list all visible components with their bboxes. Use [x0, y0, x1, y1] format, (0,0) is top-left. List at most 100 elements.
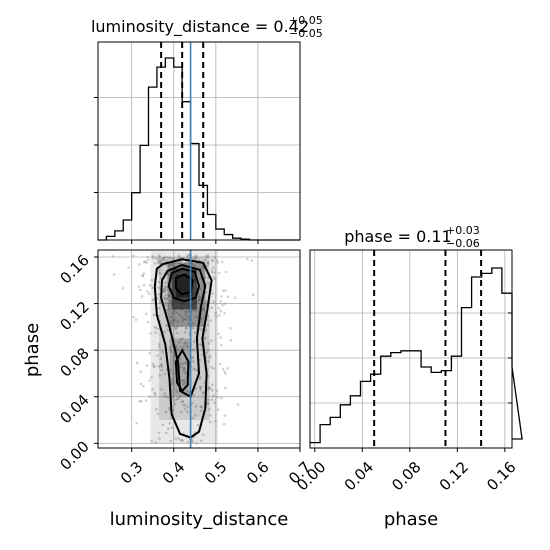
- sample-point: [222, 422, 226, 426]
- panel-joint: 0.3 0.4 0.5 0.6 0.70.000.040.080.120.16 lumi…: [22, 249, 315, 530]
- sample-point: [180, 400, 184, 404]
- sample-point: [167, 294, 170, 297]
- sample-point: [158, 345, 161, 349]
- sample-point: [171, 371, 175, 375]
- sample-point: [159, 259, 163, 263]
- density-2d: [150, 251, 218, 444]
- sample-point: [209, 387, 212, 390]
- sample-point: [165, 324, 168, 327]
- sample-point: [163, 330, 166, 334]
- sample-point: [217, 306, 221, 310]
- sample-point: [161, 423, 165, 427]
- sample-point: [181, 400, 185, 403]
- sample-point: [186, 254, 189, 258]
- sample-point: [132, 315, 135, 319]
- sample-point: [199, 388, 202, 391]
- sample-point: [211, 259, 214, 263]
- sample-point: [142, 283, 146, 287]
- sample-point: [213, 271, 217, 274]
- sample-point: [165, 431, 168, 435]
- y-axis-title-phase: phase: [22, 323, 43, 377]
- sample-point: [141, 274, 145, 278]
- sample-point: [174, 398, 177, 402]
- x-tick-label: 0.16: [483, 458, 519, 494]
- sample-point: [171, 312, 174, 315]
- sample-point: [174, 437, 177, 440]
- sample-point: [153, 391, 157, 395]
- sample-point: [211, 394, 215, 397]
- sample-point: [204, 328, 208, 332]
- sample-point: [182, 366, 186, 370]
- sample-point: [135, 421, 138, 425]
- sample-point: [153, 393, 157, 397]
- sample-point: [223, 414, 227, 417]
- sample-point: [158, 268, 161, 272]
- sample-point: [139, 399, 143, 403]
- x-tick-label: 0.08: [388, 458, 424, 494]
- sample-point: [210, 339, 213, 343]
- panel-title-phase-plus: +0.03: [446, 224, 480, 237]
- sample-point: [164, 281, 168, 285]
- sample-point: [203, 258, 207, 262]
- sample-point: [177, 254, 181, 258]
- sample-point: [170, 426, 174, 430]
- sample-point: [184, 310, 187, 313]
- frame-phase-marginal: [309, 249, 513, 449]
- sample-point: [163, 298, 167, 302]
- sample-point: [207, 360, 211, 363]
- sample-point: [170, 263, 174, 267]
- sample-point: [210, 269, 214, 272]
- sample-point: [181, 439, 184, 442]
- sample-point: [159, 300, 162, 304]
- sample-point: [154, 326, 158, 330]
- sample-point: [187, 318, 191, 321]
- frame-luminosity-distance-marginal: [97, 41, 301, 241]
- sample-point: [199, 386, 202, 389]
- sample-point: [224, 270, 228, 274]
- sample-point: [220, 344, 223, 347]
- sample-point: [157, 286, 160, 290]
- sample-point: [138, 263, 141, 266]
- sample-point: [193, 255, 197, 259]
- sample-point: [156, 257, 160, 260]
- sample-point: [246, 257, 249, 261]
- sample-point: [160, 364, 163, 367]
- sample-point: [211, 258, 214, 262]
- sample-point: [207, 262, 210, 266]
- sample-point: [181, 362, 185, 365]
- sample-point: [170, 319, 173, 323]
- sample-point: [182, 367, 186, 371]
- sample-point: [185, 326, 188, 330]
- sample-point: [209, 319, 212, 323]
- sample-point: [142, 272, 146, 275]
- sample-point: [156, 297, 159, 300]
- sample-point: [182, 369, 186, 372]
- sample-point: [177, 437, 180, 440]
- sample-point: [224, 372, 227, 376]
- sample-point: [224, 289, 227, 292]
- sample-point: [158, 343, 161, 346]
- sample-point: [224, 386, 227, 390]
- sample-point: [156, 327, 160, 331]
- sample-point: [145, 261, 149, 264]
- sample-point: [151, 286, 154, 290]
- sample-point: [186, 440, 190, 444]
- sample-point: [182, 378, 186, 382]
- sample-point: [192, 367, 196, 371]
- sample-point: [199, 343, 202, 347]
- sample-point: [185, 344, 189, 348]
- sample-point: [192, 393, 196, 397]
- sample-point: [203, 276, 207, 279]
- sample-point: [196, 423, 200, 427]
- sample-point: [179, 365, 182, 369]
- sample-point: [194, 405, 198, 408]
- sample-point: [159, 357, 163, 360]
- sample-point: [157, 260, 161, 264]
- sample-point: [176, 261, 180, 265]
- sample-point: [181, 439, 184, 442]
- sample-point: [162, 257, 165, 261]
- panel-title-luminosity-distance-minus: −0.05: [289, 27, 323, 40]
- sample-point: [161, 258, 164, 261]
- sample-point: [233, 296, 237, 300]
- sample-point: [185, 390, 189, 393]
